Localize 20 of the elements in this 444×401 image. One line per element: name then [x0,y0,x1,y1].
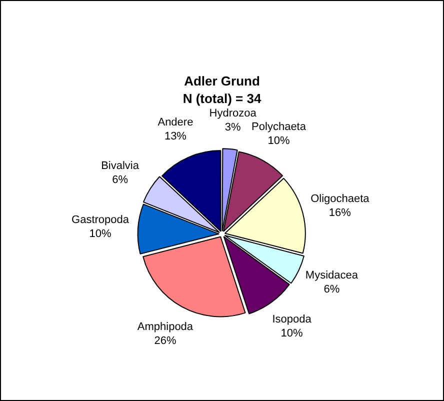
slice-label: Mysidacea [305,270,359,282]
slice-label: Amphipoda [137,321,194,334]
chart-subtitle: N (total) = 34 [182,90,262,106]
slice-label: Gastropoda [72,214,130,226]
data-label: 16% [328,206,352,219]
slice-label: Oligochaeta [310,192,370,205]
data-label: 13% [164,130,187,143]
data-label: 10% [89,228,112,240]
slice-label: Bivalvia [101,160,140,172]
data-label: 10% [268,135,290,148]
data-label: 10% [280,327,303,340]
slice-label: Polychaeta [252,121,307,134]
chart-title: Adler Grund [184,73,260,88]
slice-label: Andere [158,116,194,129]
data-label: 6% [112,174,128,186]
data-label: 6% [324,284,340,296]
data-label: 3% [224,122,241,134]
slice-label: Hydrozoa [209,108,258,120]
slice-label: Isopoda [272,313,312,326]
data-label: 26% [154,335,176,348]
